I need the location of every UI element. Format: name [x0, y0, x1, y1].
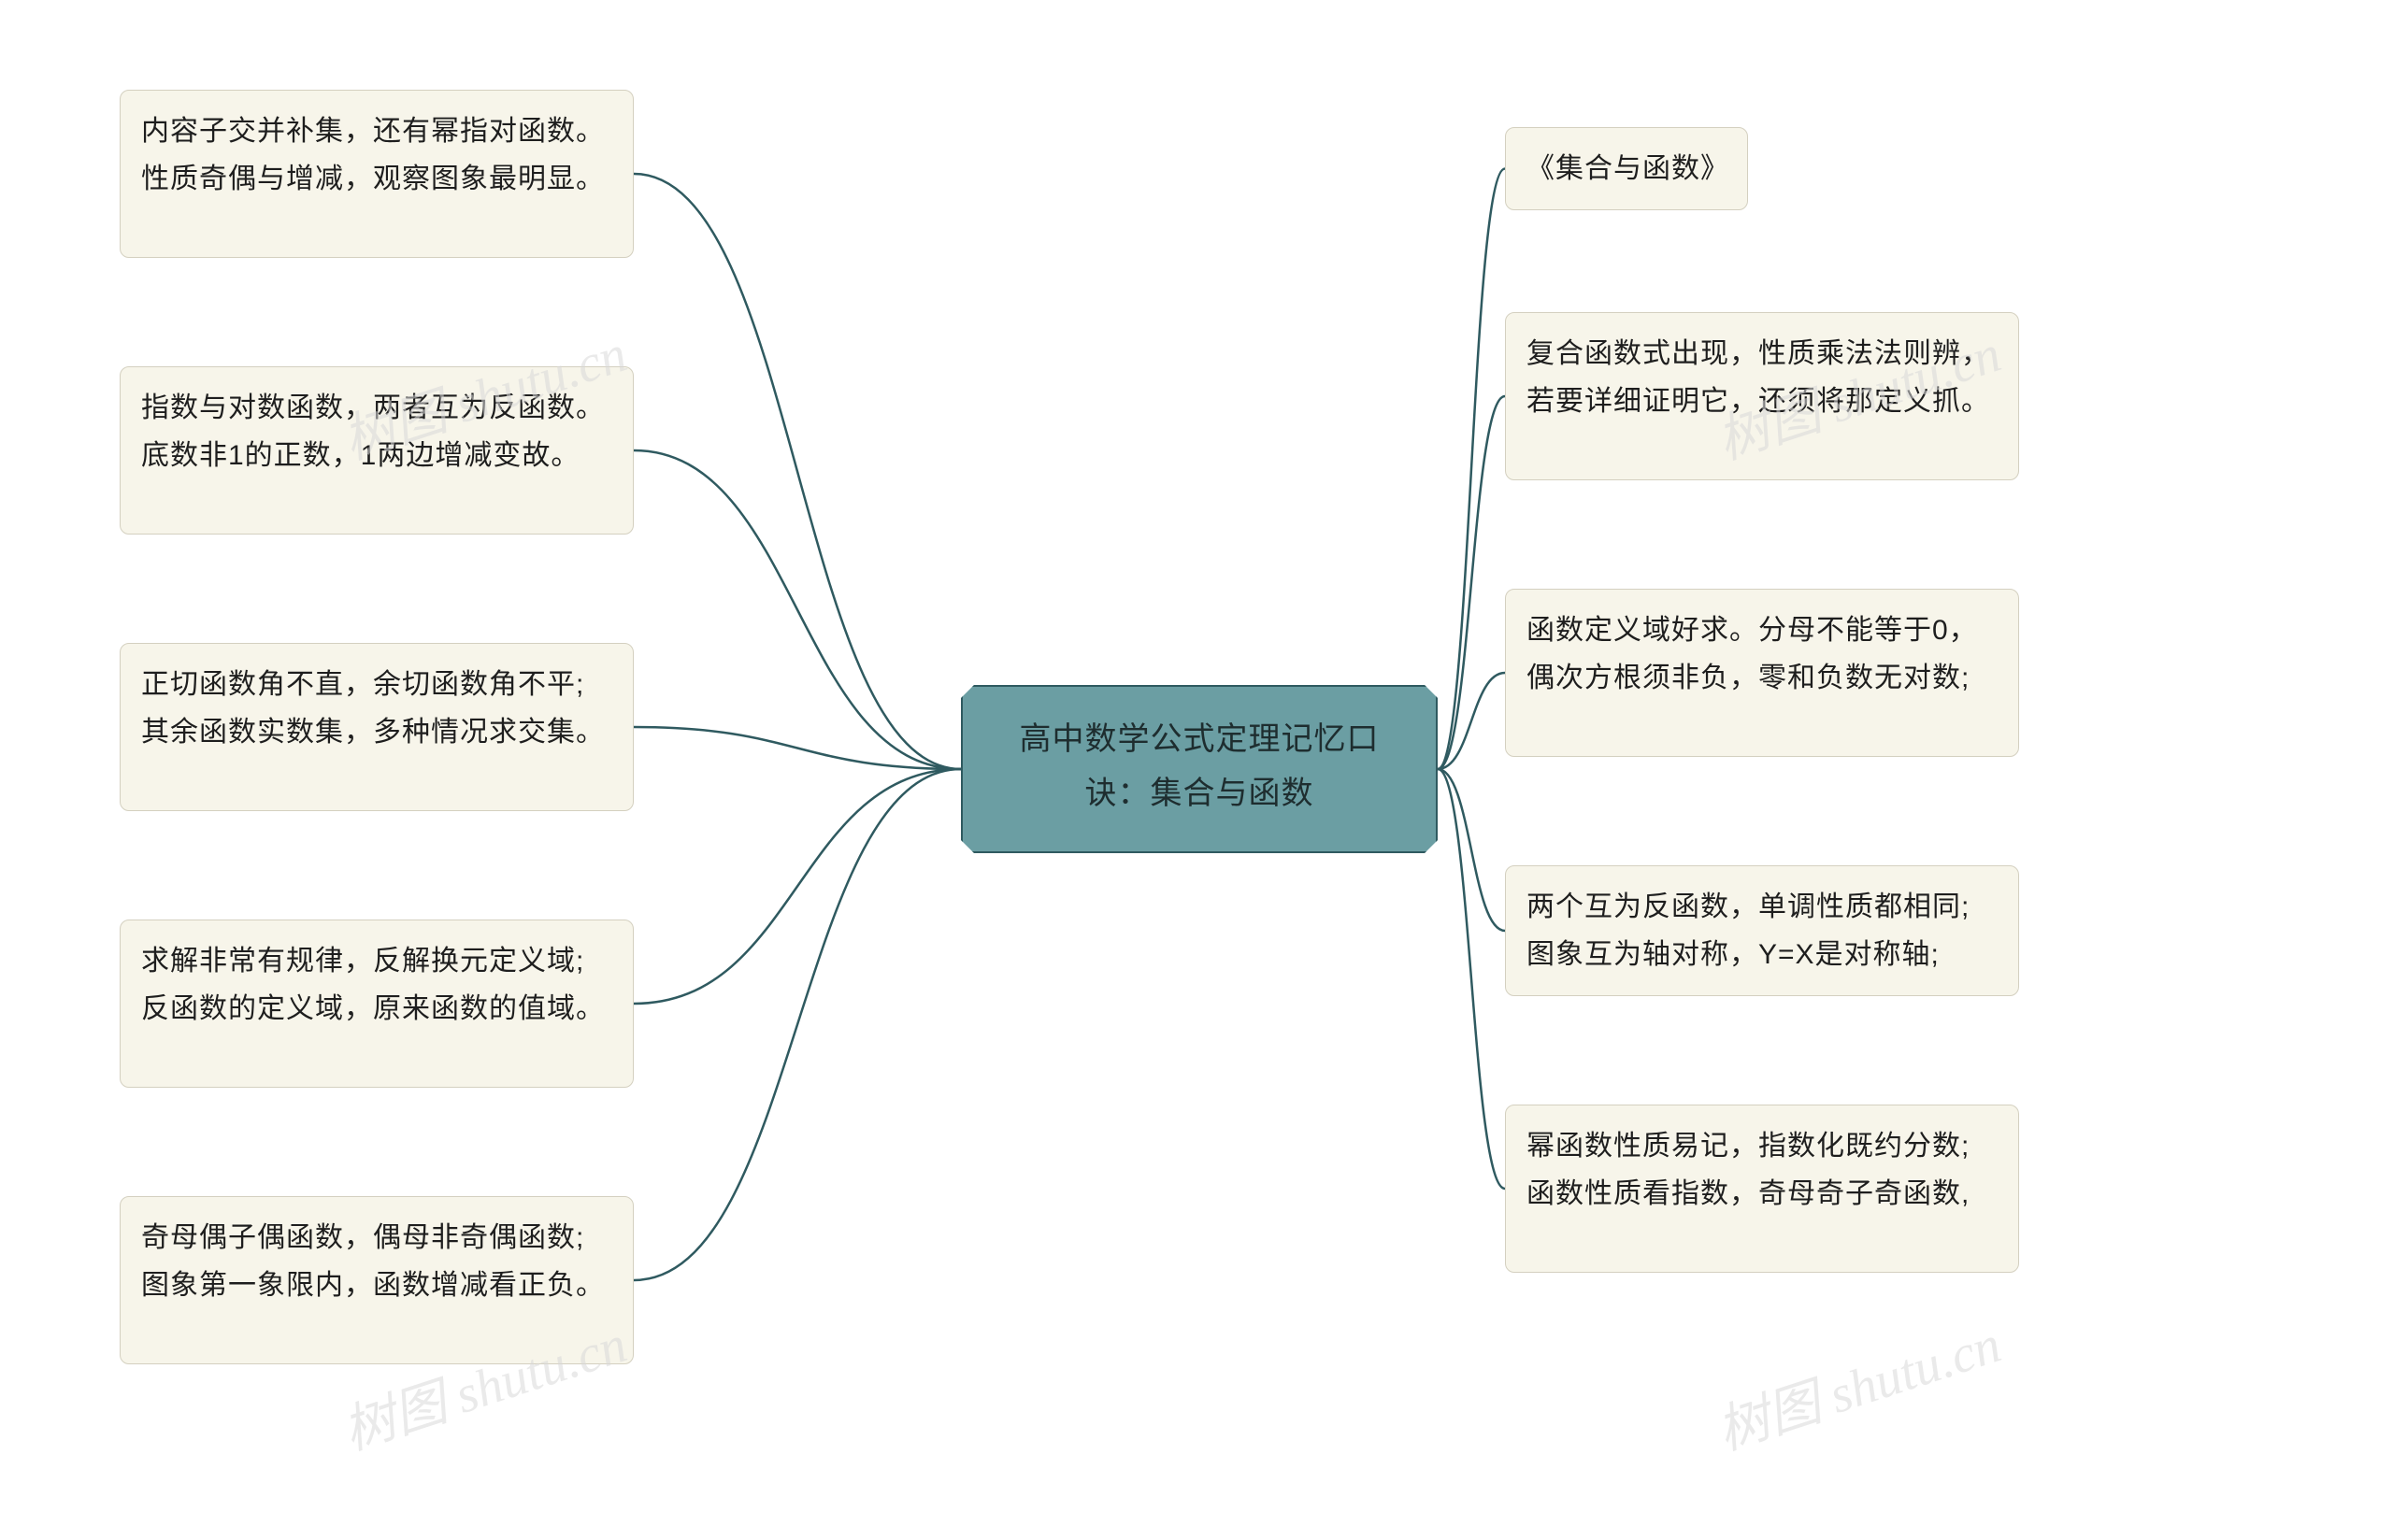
mindmap-node-text: 函数定义域好求。分母不能等于0，偶次方根须非负，零和负数无对数; [1526, 615, 1978, 693]
mindmap-node-r4[interactable]: 两个互为反函数，单调性质都相同;图象互为轴对称，Y=X是对称轴; [1505, 865, 2019, 996]
mindmap-node-text: 奇母偶子偶函数，偶母非奇偶函数;图象第一象限内，函数增减看正负。 [141, 1222, 605, 1301]
mindmap-node-r1[interactable]: 《集合与函数》 [1505, 127, 1748, 210]
mindmap-node-text: 正切函数角不直，余切函数角不平;其余函数实数集，多种情况求交集。 [141, 669, 605, 748]
mindmap-node-l1[interactable]: 内容子交并补集，还有幂指对函数。性质奇偶与增减，观察图象最明显。 [120, 90, 634, 258]
watermark: 树图 shutu.cn [1706, 1302, 2009, 1464]
connector-path [1438, 169, 1505, 770]
mindmap-node-r5[interactable]: 幂函数性质易记，指数化既约分数;函数性质看指数，奇母奇子奇函数, [1505, 1105, 2019, 1273]
mindmap-node-text: 《集合与函数》 [1526, 153, 1729, 184]
connector-path [1438, 673, 1505, 769]
connector-path [634, 769, 961, 1004]
mindmap-node-r2[interactable]: 复合函数式出现，性质乘法法则辨，若要详细证明它，还须将那定义抓。 [1505, 312, 2019, 480]
connector-path [634, 174, 961, 769]
mindmap-node-l2[interactable]: 指数与对数函数，两者互为反函数。底数非1的正数，1两边增减变故。 [120, 366, 634, 535]
mindmap-node-l3[interactable]: 正切函数角不直，余切函数角不平;其余函数实数集，多种情况求交集。 [120, 643, 634, 811]
mindmap-node-text: 两个互为反函数，单调性质都相同;图象互为轴对称，Y=X是对称轴; [1526, 891, 1970, 970]
mindmap-node-text: 内容子交并补集，还有幂指对函数。性质奇偶与增减，观察图象最明显。 [141, 116, 605, 194]
connector-path [1438, 769, 1505, 1189]
root-line1: 高中数学公式定理记忆口 [1020, 721, 1380, 757]
mindmap-node-l5[interactable]: 奇母偶子偶函数，偶母非奇偶函数;图象第一象限内，函数增减看正负。 [120, 1196, 634, 1364]
mindmap-node-text: 指数与对数函数，两者互为反函数。底数非1的正数，1两边增减变故。 [141, 392, 605, 471]
connector-path [1438, 396, 1505, 769]
mindmap-node-r3[interactable]: 函数定义域好求。分母不能等于0，偶次方根须非负，零和负数无对数; [1505, 589, 2019, 757]
connector-path [1438, 769, 1505, 931]
connector-path [634, 727, 961, 769]
connector-path [634, 450, 961, 769]
mindmap-node-text: 幂函数性质易记，指数化既约分数;函数性质看指数，奇母奇子奇函数, [1526, 1131, 1970, 1209]
mindmap-root[interactable]: 高中数学公式定理记忆口 诀：集合与函数 [961, 685, 1438, 853]
mindmap-node-l4[interactable]: 求解非常有规律，反解换元定义域;反函数的定义域，原来函数的值域。 [120, 920, 634, 1088]
mindmap-node-text: 复合函数式出现，性质乘法法则辨，若要详细证明它，还须将那定义抓。 [1526, 338, 1990, 417]
root-line2: 诀：集合与函数 [1085, 776, 1314, 811]
connector-path [634, 769, 961, 1280]
mindmap-node-text: 求解非常有规律，反解换元定义域;反函数的定义域，原来函数的值域。 [141, 946, 605, 1024]
